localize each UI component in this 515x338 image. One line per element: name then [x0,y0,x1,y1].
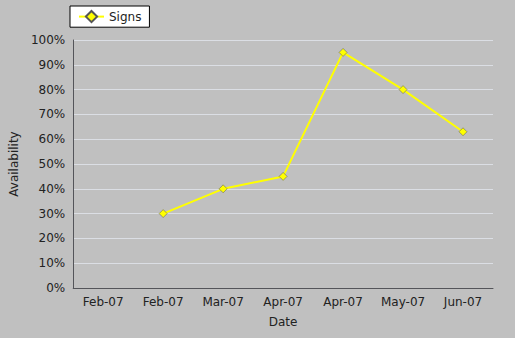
svg-text:10%: 10% [39,256,66,270]
svg-text:Apr-07: Apr-07 [263,295,303,309]
svg-text:Signs: Signs [109,10,141,24]
svg-text:0%: 0% [46,281,65,295]
svg-text:Jun-07: Jun-07 [443,295,482,309]
svg-text:60%: 60% [39,132,66,146]
svg-text:20%: 20% [39,231,66,245]
svg-text:100%: 100% [31,33,65,47]
svg-text:90%: 90% [39,58,66,72]
svg-text:Availability: Availability [7,131,21,196]
svg-text:Feb-07: Feb-07 [83,295,124,309]
svg-text:Apr-07: Apr-07 [323,295,363,309]
svg-text:May-07: May-07 [381,295,425,309]
svg-text:Mar-07: Mar-07 [202,295,243,309]
svg-text:30%: 30% [39,207,66,221]
svg-text:80%: 80% [39,83,66,97]
svg-text:70%: 70% [39,107,66,121]
svg-text:Date: Date [269,315,298,329]
svg-text:50%: 50% [39,157,66,171]
svg-text:Feb-07: Feb-07 [143,295,184,309]
svg-text:40%: 40% [39,182,66,196]
